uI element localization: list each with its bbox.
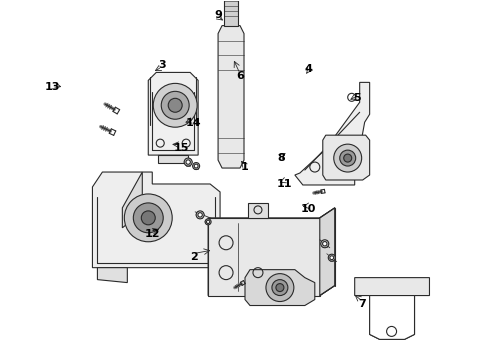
Text: 15: 15	[174, 143, 189, 153]
Polygon shape	[93, 172, 220, 268]
Polygon shape	[245, 270, 315, 306]
Polygon shape	[122, 172, 142, 228]
Text: 8: 8	[278, 153, 286, 163]
Circle shape	[334, 144, 362, 172]
Text: 14: 14	[186, 118, 201, 128]
Text: 1: 1	[241, 162, 249, 172]
Text: 9: 9	[214, 10, 222, 20]
Text: 12: 12	[145, 229, 160, 239]
Circle shape	[322, 242, 327, 246]
Text: 5: 5	[354, 93, 361, 103]
Polygon shape	[158, 155, 188, 163]
Circle shape	[206, 220, 210, 224]
Circle shape	[161, 91, 189, 119]
Polygon shape	[148, 72, 198, 155]
Polygon shape	[320, 208, 335, 296]
Polygon shape	[369, 296, 415, 339]
Circle shape	[124, 194, 172, 242]
Bar	[224, 0, 238, 26]
Text: 3: 3	[158, 60, 166, 70]
Circle shape	[330, 256, 334, 260]
Circle shape	[198, 213, 202, 217]
Circle shape	[340, 150, 356, 166]
Circle shape	[193, 163, 199, 170]
Circle shape	[194, 164, 198, 168]
Circle shape	[186, 160, 190, 164]
Polygon shape	[323, 135, 369, 180]
Polygon shape	[295, 82, 369, 185]
Polygon shape	[218, 26, 244, 168]
Circle shape	[321, 240, 329, 248]
Circle shape	[272, 280, 288, 296]
Circle shape	[141, 211, 155, 225]
Circle shape	[205, 219, 211, 225]
Circle shape	[196, 211, 204, 219]
Text: 13: 13	[44, 82, 60, 92]
Circle shape	[343, 154, 352, 162]
Polygon shape	[355, 278, 429, 339]
Polygon shape	[98, 268, 127, 283]
Text: 4: 4	[305, 64, 313, 74]
Circle shape	[184, 158, 192, 166]
Text: 10: 10	[301, 204, 316, 214]
Circle shape	[133, 203, 163, 233]
Text: 2: 2	[190, 252, 197, 262]
Polygon shape	[208, 208, 335, 296]
Polygon shape	[248, 203, 268, 218]
Circle shape	[153, 84, 197, 127]
Circle shape	[276, 284, 284, 292]
Circle shape	[266, 274, 294, 302]
Text: 7: 7	[358, 299, 366, 309]
Circle shape	[328, 254, 335, 261]
Bar	[208, 218, 320, 296]
Text: 11: 11	[276, 179, 292, 189]
Text: 6: 6	[236, 71, 244, 81]
Circle shape	[168, 98, 182, 112]
